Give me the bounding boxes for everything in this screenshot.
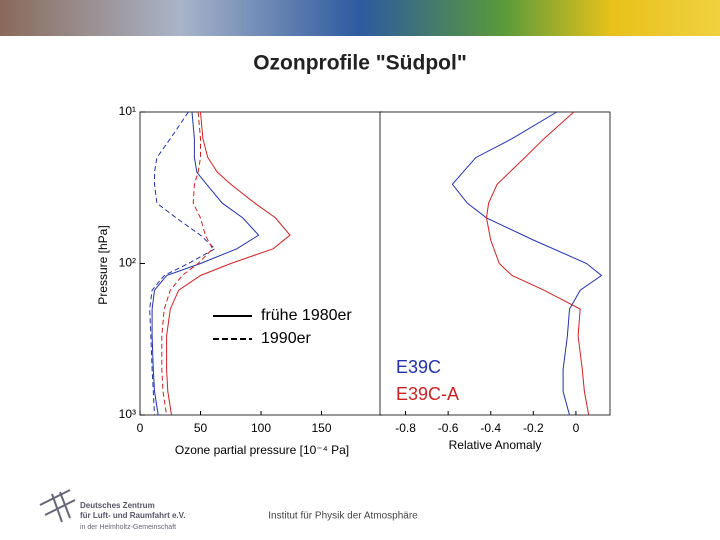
x-tick-label: -0.8	[395, 421, 416, 435]
x-axis-label: Relative Anomaly	[449, 438, 542, 452]
x-tick-label: 0	[573, 421, 580, 435]
profile-line	[161, 111, 214, 416]
y-tick-label: 10¹	[119, 104, 136, 118]
logo: Deutsches Zentrum für Luft- und Raumfahr…	[39, 489, 185, 531]
logo-line: für Luft- und Raumfahrt e.V.	[80, 511, 185, 520]
logo-line: Deutsches Zentrum	[80, 501, 155, 510]
header-banner	[0, 0, 720, 36]
profile-line	[166, 111, 291, 416]
profile-line	[451, 111, 603, 416]
legend-box	[205, 303, 377, 351]
slide-title: Ozonprofile "Südpol"	[253, 52, 467, 75]
legend-label: 1990er	[261, 330, 311, 347]
logo-line: in der Helmholtz-Gemeinschaft	[80, 524, 176, 531]
legend-label: E39C-A	[396, 384, 459, 404]
x-tick-label: 150	[311, 421, 331, 435]
y-axis-label: Pressure [hPa]	[96, 225, 110, 304]
y-tick-label: 10³	[119, 407, 136, 421]
legend-box	[383, 352, 483, 408]
profile-line	[149, 111, 216, 416]
profile-line	[151, 111, 260, 416]
x-tick-label: 100	[251, 421, 271, 435]
x-tick-label: 50	[194, 421, 208, 435]
profile-line	[485, 111, 590, 416]
x-tick-label: -0.6	[438, 421, 459, 435]
legend-label: frühe 1980er	[261, 307, 352, 324]
y-tick-label: 10²	[119, 256, 136, 270]
x-axis-label: Ozone partial pressure [10⁻⁴ Pa]	[175, 443, 349, 457]
x-tick-label: -0.2	[523, 421, 544, 435]
plot-frame	[139, 111, 383, 416]
x-tick-label: 0	[137, 421, 144, 435]
footer: Institut für Physik der Atmosphäre	[268, 511, 418, 522]
logo-mark	[39, 489, 76, 523]
legend-label: E39C	[396, 357, 441, 377]
x-tick-label: -0.4	[480, 421, 501, 435]
